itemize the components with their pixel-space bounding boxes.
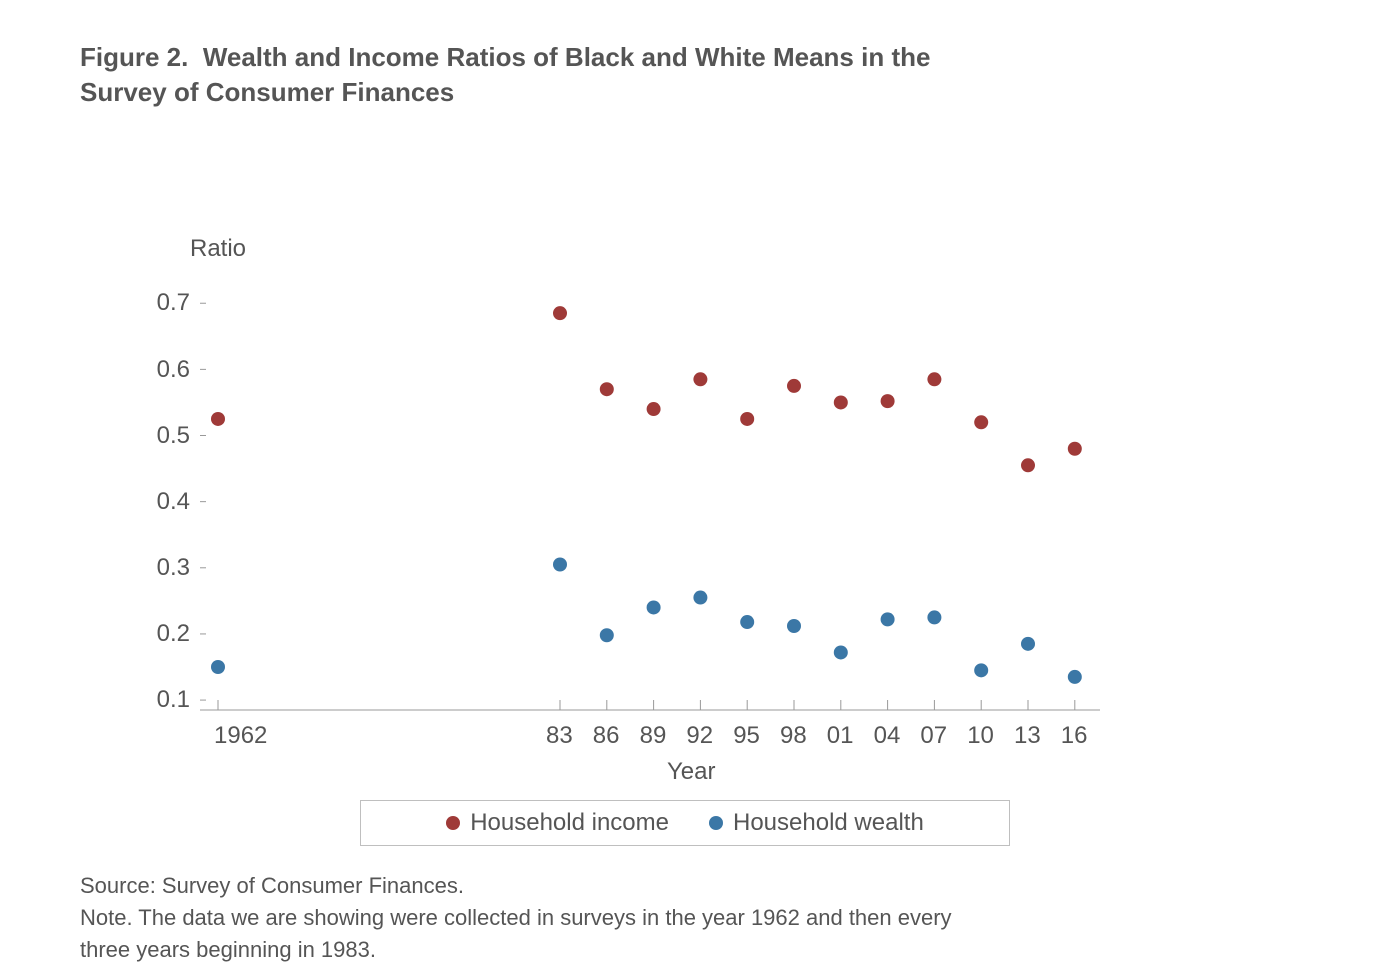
data-point bbox=[211, 660, 225, 674]
x-tick-label: 98 bbox=[780, 722, 807, 750]
data-point bbox=[600, 628, 614, 642]
y-tick-label: 0.1 bbox=[145, 686, 190, 714]
figure-container: Figure 2. Wealth and Income Ratios of Bl… bbox=[0, 0, 1384, 922]
y-tick-label: 0.7 bbox=[145, 289, 190, 317]
data-point bbox=[881, 394, 895, 408]
legend-item: Household wealth bbox=[709, 809, 924, 837]
x-tick-label: 95 bbox=[733, 722, 760, 750]
legend-item: Household income bbox=[446, 809, 669, 837]
x-tick-label: 13 bbox=[1014, 722, 1041, 750]
scatter-plot bbox=[200, 290, 1100, 712]
x-tick-label: 01 bbox=[827, 722, 854, 750]
data-point bbox=[834, 396, 848, 410]
data-point bbox=[927, 611, 941, 625]
y-tick-label: 0.3 bbox=[145, 554, 190, 582]
legend-marker-icon bbox=[446, 816, 460, 830]
data-point bbox=[600, 382, 614, 396]
legend-marker-icon bbox=[709, 816, 723, 830]
data-point bbox=[553, 558, 567, 572]
x-tick-label: 89 bbox=[640, 722, 667, 750]
y-tick-label: 0.6 bbox=[145, 356, 190, 384]
data-point bbox=[834, 646, 848, 660]
x-tick-label: 83 bbox=[546, 722, 573, 750]
figure-footnotes: Source: Survey of Consumer Finances. Not… bbox=[80, 870, 980, 966]
data-point bbox=[1021, 637, 1035, 651]
data-point bbox=[740, 615, 754, 629]
legend-label: Household wealth bbox=[733, 809, 924, 837]
data-point bbox=[787, 619, 801, 633]
x-tick-label: 10 bbox=[967, 722, 994, 750]
data-point bbox=[740, 412, 754, 426]
data-point bbox=[647, 601, 661, 615]
legend: Household income Household wealth bbox=[360, 800, 1010, 846]
data-point bbox=[1068, 670, 1082, 684]
x-axis-title: Year bbox=[667, 758, 716, 786]
data-point bbox=[553, 306, 567, 320]
figure-note: Note. The data we are showing were colle… bbox=[80, 902, 980, 966]
figure-number: Figure 2. bbox=[80, 42, 188, 72]
figure-title-text: Wealth and Income Ratios of Black and Wh… bbox=[80, 42, 930, 107]
data-point bbox=[1068, 442, 1082, 456]
data-point bbox=[1021, 458, 1035, 472]
data-point bbox=[974, 415, 988, 429]
data-point bbox=[881, 613, 895, 627]
data-point bbox=[647, 402, 661, 416]
y-tick-label: 0.2 bbox=[145, 620, 190, 648]
y-tick-label: 0.4 bbox=[145, 488, 190, 516]
data-point bbox=[211, 412, 225, 426]
x-tick-label: 1962 bbox=[214, 722, 267, 750]
figure-title: Figure 2. Wealth and Income Ratios of Bl… bbox=[80, 40, 980, 110]
x-tick-label: 86 bbox=[593, 722, 620, 750]
figure-source: Source: Survey of Consumer Finances. bbox=[80, 870, 980, 902]
data-point bbox=[693, 591, 707, 605]
data-point bbox=[693, 372, 707, 386]
x-tick-label: 92 bbox=[686, 722, 713, 750]
chart-area: Ratio 0.1 0.2 0.3 0.4 0.5 0.6 0.7 1962 83 86 89 92… bbox=[80, 140, 1140, 880]
x-tick-label: 16 bbox=[1061, 722, 1088, 750]
data-point bbox=[927, 372, 941, 386]
data-point bbox=[787, 379, 801, 393]
x-tick-label: 04 bbox=[874, 722, 901, 750]
y-axis-title: Ratio bbox=[190, 235, 246, 263]
x-tick-label: 07 bbox=[920, 722, 947, 750]
legend-label: Household income bbox=[470, 809, 669, 837]
data-point bbox=[974, 664, 988, 678]
y-tick-label: 0.5 bbox=[145, 422, 190, 450]
